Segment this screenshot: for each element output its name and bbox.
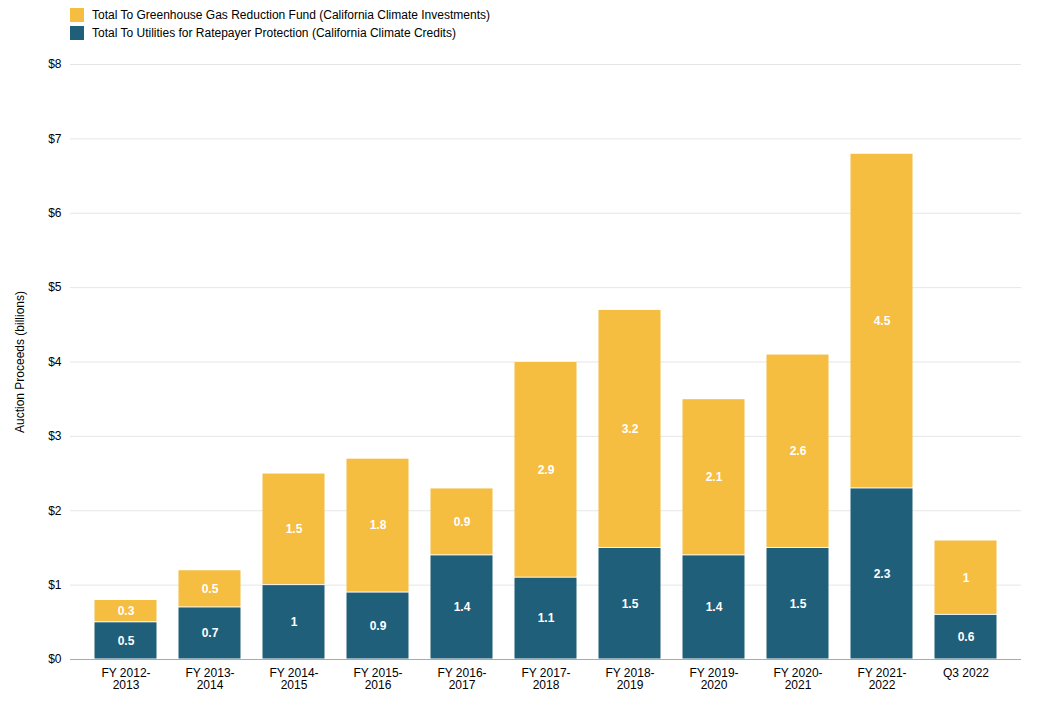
svg-text:0.6: 0.6: [958, 630, 975, 644]
svg-text:1.5: 1.5: [790, 597, 807, 611]
svg-text:$3: $3: [48, 429, 62, 443]
svg-text:FY 2016-2017: FY 2016-2017: [437, 666, 486, 692]
svg-text:FY 2012-2013: FY 2012-2013: [101, 666, 150, 692]
svg-text:0.5: 0.5: [202, 582, 219, 596]
svg-text:0.5: 0.5: [118, 634, 135, 648]
svg-text:0.9: 0.9: [370, 619, 387, 633]
svg-text:Q3 2022: Q3 2022: [943, 666, 989, 680]
svg-text:1.8: 1.8: [370, 518, 387, 532]
svg-text:$8: $8: [48, 57, 62, 71]
svg-text:1.5: 1.5: [286, 522, 303, 536]
svg-text:4.5: 4.5: [874, 314, 891, 328]
svg-text:FY 2017-2018: FY 2017-2018: [521, 666, 570, 692]
svg-text:Auction Proceeds (billions): Auction Proceeds (billions): [13, 291, 27, 433]
svg-text:1.5: 1.5: [622, 597, 639, 611]
svg-text:3.2: 3.2: [622, 422, 639, 436]
svg-text:$2: $2: [48, 504, 62, 518]
svg-text:$6: $6: [48, 206, 62, 220]
svg-text:FY 2013-2014: FY 2013-2014: [185, 666, 234, 692]
html-text:Total To Greenhouse Gas Reduct: Total To Greenhouse Gas Reduction Fund (…: [92, 8, 490, 22]
svg-text:FY 2019-2020: FY 2019-2020: [689, 666, 738, 692]
svg-text:$5: $5: [48, 280, 62, 294]
svg-text:$0: $0: [48, 652, 62, 666]
svg-text:2.9: 2.9: [538, 463, 555, 477]
svg-text:1: 1: [963, 571, 970, 585]
svg-text:$7: $7: [48, 132, 62, 146]
svg-text:FY 2018-2019: FY 2018-2019: [605, 666, 654, 692]
svg-text:1.4: 1.4: [706, 600, 723, 614]
svg-text:0.9: 0.9: [454, 515, 471, 529]
svg-text:FY 2020-2021: FY 2020-2021: [773, 666, 822, 692]
svg-text:2.3: 2.3: [874, 567, 891, 581]
svg-text:FY 2014-2015: FY 2014-2015: [269, 666, 318, 692]
svg-text:FY 2015-2016: FY 2015-2016: [353, 666, 402, 692]
svg-text:0.3: 0.3: [118, 604, 135, 618]
svg-text:2.6: 2.6: [790, 444, 807, 458]
svg-text:1.4: 1.4: [454, 600, 471, 614]
svg-text:1.1: 1.1: [538, 611, 555, 625]
svg-text:$1: $1: [48, 578, 62, 592]
svg-text:2.1: 2.1: [706, 470, 723, 484]
svg-text:$4: $4: [48, 355, 62, 369]
svg-text:FY 2021-2022: FY 2021-2022: [857, 666, 906, 692]
svg-text:1: 1: [291, 615, 298, 629]
html-text:Total To Utilities for Ratepay: Total To Utilities for Ratepayer Protect…: [92, 26, 456, 40]
svg-text:0.7: 0.7: [202, 626, 219, 640]
